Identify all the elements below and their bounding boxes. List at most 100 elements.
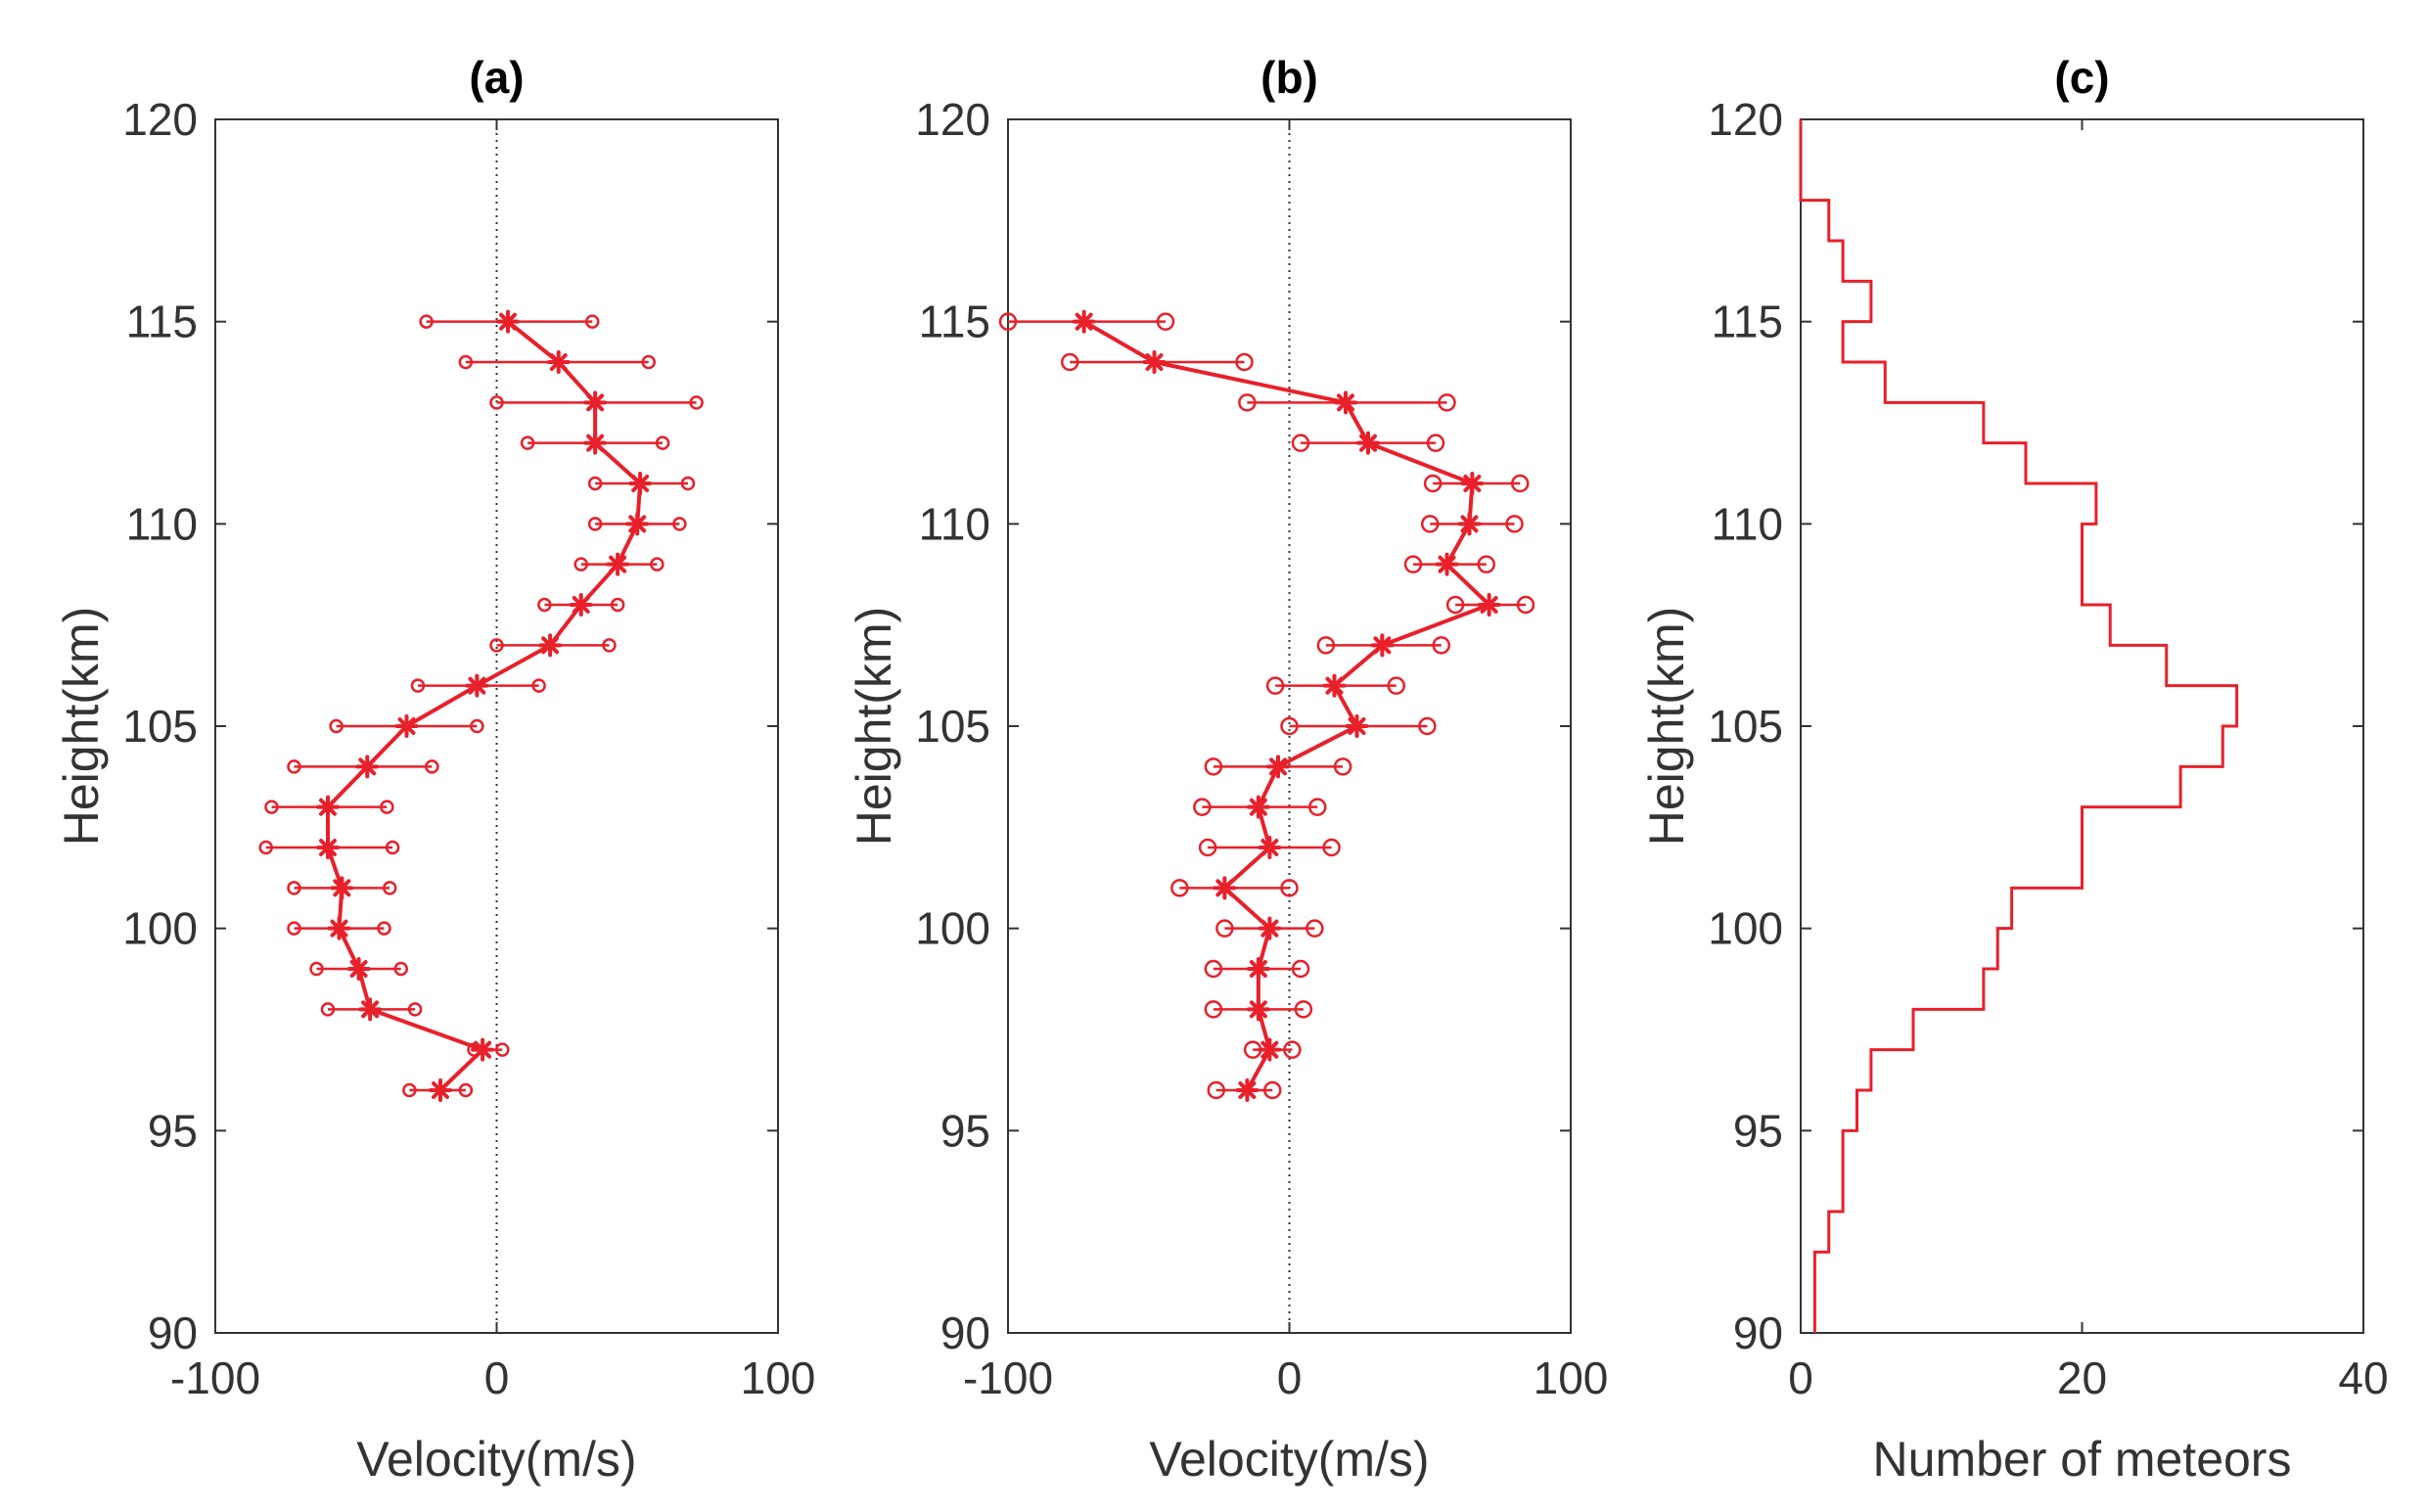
y-tick-label: 100 (122, 903, 198, 954)
x-axis-label: Number of meteors (1873, 1432, 2292, 1487)
data-point-marker-stroke (1325, 676, 1344, 695)
x-tick-label: 0 (1788, 1352, 1813, 1403)
y-tick-label: 95 (148, 1105, 198, 1156)
y-tick-label: 120 (915, 94, 990, 145)
histogram-bin (1801, 645, 2167, 685)
lower-bound-marker (1238, 393, 1257, 412)
data-point-marker-stroke (1260, 919, 1279, 938)
upper-bound-marker (1308, 798, 1327, 816)
data-point-marker-stroke (432, 1081, 449, 1099)
upper-bound-marker (672, 517, 687, 531)
y-tick-label: 100 (1708, 903, 1783, 954)
y-tick-label: 115 (126, 297, 198, 347)
data-point-marker-stroke (631, 475, 650, 492)
data-point-marker-stroke (1348, 717, 1366, 735)
data-point-marker-stroke (1238, 1081, 1257, 1099)
lower-bound-marker (1170, 879, 1189, 897)
upper-bound-marker (458, 1082, 474, 1098)
data-point-marker (546, 350, 571, 374)
upper-bound-marker (425, 759, 439, 774)
upper-bound-marker (655, 435, 670, 450)
lower-bound-marker (1265, 676, 1285, 695)
data-point-marker-stroke (474, 1040, 492, 1059)
lower-bound-marker (287, 881, 301, 895)
lower-bound-marker (489, 395, 504, 410)
y-tick-label: 110 (1712, 498, 1783, 549)
data-point-marker (394, 714, 419, 738)
histogram-bin (1801, 929, 1997, 969)
histogram-bin (1801, 888, 2012, 928)
histogram-bin (1801, 322, 1843, 362)
data-point-marker-stroke (1260, 839, 1279, 856)
data-point-marker (1246, 795, 1270, 819)
upper-bound-marker (650, 557, 664, 572)
lower-bound-marker (419, 314, 434, 329)
y-tick-label: 100 (915, 903, 990, 954)
y-tick-label: 105 (915, 701, 990, 752)
lower-bound-marker (458, 354, 474, 370)
histogram-bin (1801, 766, 2180, 806)
y-axis-label: Height(km) (847, 607, 901, 846)
x-tick-label: -100 (170, 1352, 260, 1403)
data-point-marker-stroke (397, 717, 416, 735)
x-tick-label: 0 (1277, 1352, 1303, 1403)
data-point-marker-stroke (1249, 798, 1267, 816)
plot-frame (1800, 118, 2364, 1334)
upper-bound-marker (641, 354, 656, 370)
upper-bound-marker (1432, 636, 1450, 655)
y-axis-label: Height(km) (1639, 607, 1694, 846)
data-point-marker (429, 1078, 452, 1102)
data-point-marker (1235, 1078, 1260, 1102)
lower-bound-marker (1403, 555, 1423, 573)
y-tick-label: 110 (126, 498, 198, 549)
histogram-bin (1801, 1130, 1843, 1170)
data-point-marker (316, 795, 340, 819)
data-point-marker-stroke (1075, 312, 1093, 331)
y-tick-label: 90 (940, 1307, 990, 1358)
data-point-marker-stroke (499, 312, 517, 331)
upper-bound-marker (1306, 919, 1324, 938)
histogram-bin (1801, 241, 1843, 281)
lower-bound-marker (329, 718, 344, 734)
data-point-marker-stroke (1249, 960, 1267, 978)
histogram-bin (1801, 1293, 1814, 1333)
histogram-bin (1801, 969, 1984, 1009)
panel-b: 90 95 100 105 110 115 120 -100 0 100 (b) Velocity(m… (847, 52, 1608, 1487)
y-tick-label: 110 (919, 498, 990, 549)
upper-bound-marker (383, 881, 397, 895)
upper-bound-marker (610, 597, 625, 613)
data-point-marker-stroke (361, 1000, 380, 1019)
upper-bound-marker (602, 638, 617, 653)
data-point-marker-stroke (1145, 353, 1164, 371)
data-point-marker (625, 512, 650, 536)
lower-bound-marker (1204, 1000, 1223, 1019)
lower-bound-marker (573, 557, 588, 572)
data-point-marker-stroke (1373, 636, 1392, 655)
lower-bound-marker (1445, 595, 1465, 615)
data-point-marker (1370, 633, 1395, 658)
lower-bound-marker (587, 476, 603, 491)
data-point-marker (1345, 714, 1369, 738)
x-tick-label: 40 (2338, 1352, 2388, 1403)
data-point-marker-stroke (572, 596, 590, 614)
data-point-marker-stroke (1480, 596, 1498, 614)
data-point-marker (1266, 755, 1290, 779)
data-point-marker (496, 309, 520, 334)
data-point-marker (1435, 552, 1459, 576)
histogram-bin (1801, 605, 2110, 645)
lower-bound-marker (1215, 919, 1234, 938)
lower-bound-marker (1280, 716, 1299, 736)
data-point-marker (628, 472, 653, 495)
upper-bound-marker (689, 395, 704, 410)
upper-bound-marker (1322, 838, 1341, 857)
y-axis-label: Height(km) (54, 607, 109, 846)
panel-title: (c) (2054, 52, 2109, 103)
data-point-marker-stroke (609, 555, 627, 573)
data-point-marker (606, 552, 630, 576)
x-tick-label: -100 (963, 1352, 1053, 1403)
data-point-marker-stroke (1438, 555, 1456, 573)
upper-bound-marker (585, 314, 600, 329)
lower-bound-marker (489, 638, 504, 653)
data-point-marker (1072, 309, 1096, 334)
